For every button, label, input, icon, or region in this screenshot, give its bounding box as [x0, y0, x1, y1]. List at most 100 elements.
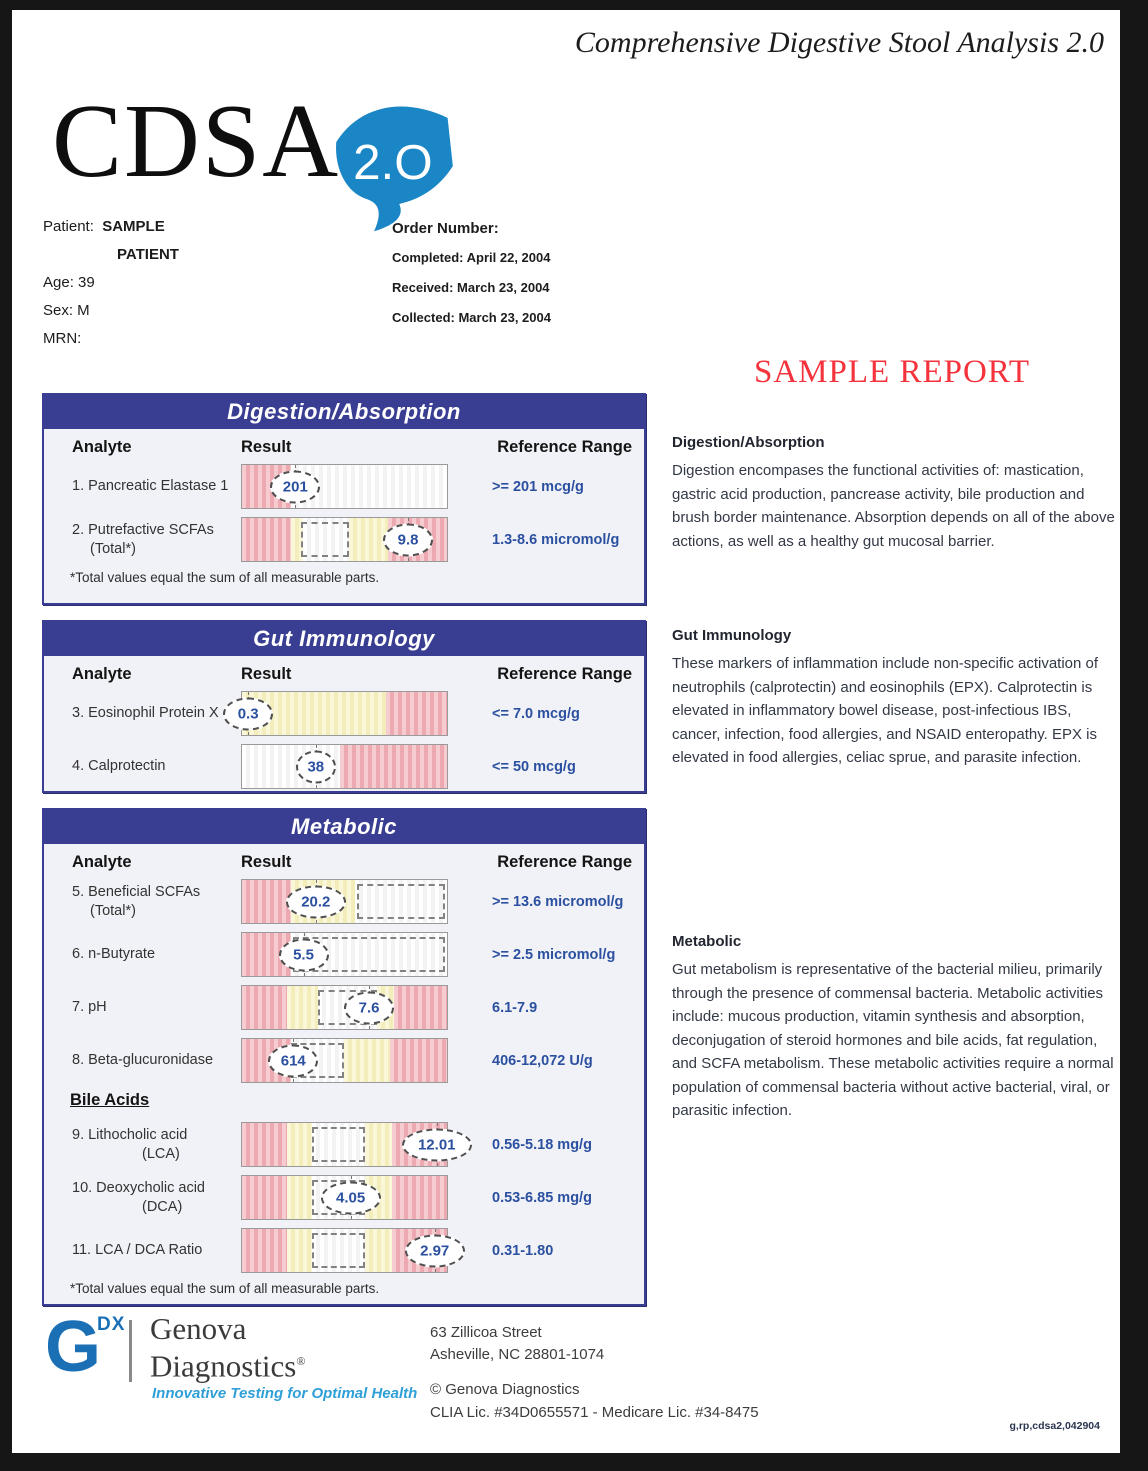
report-title: Comprehensive Digestive Stool Analysis 2…	[574, 26, 1104, 59]
analyte-name: 4. Calprotectin	[72, 758, 166, 774]
analyte-row: 7. pH 7.6 6.1-7.9	[44, 985, 644, 1030]
reference-range-value: 0.53-6.85 mg/g	[492, 1189, 592, 1206]
analyte-row: 8. Beta-glucuronidase 614 406-12,072 U/g	[44, 1038, 644, 1083]
yellow-zone	[348, 518, 388, 561]
analyte-name: 8. Beta-glucuronidase	[72, 1052, 214, 1068]
analyte-name: 5. Beneficial SCFAs	[72, 883, 201, 900]
analyte-name: 11. LCA / DCA Ratio	[72, 1242, 203, 1258]
yellow-zone	[364, 1229, 392, 1272]
column-reference-range: Reference Range	[497, 665, 632, 683]
result-value-marker: 201	[270, 470, 321, 503]
analyte-label: 5. Beneficial SCFAs (Total*)	[44, 883, 241, 921]
analyte-name: 9. Lithocholic acid	[72, 1126, 188, 1143]
panel-title: Gut Immunology	[44, 622, 644, 656]
analyte-name: 3. Eosinophil Protein X	[72, 705, 219, 721]
red-zone	[242, 1123, 288, 1166]
patient-info: Patient: SAMPLE PATIENT Age: 39 Sex: M M…	[43, 218, 179, 358]
copyright-line: © Genova Diagnostics	[430, 1381, 580, 1398]
cdsa-2-0-badge-icon: 2.O	[336, 106, 453, 232]
reference-range-value: 0.31-1.80	[492, 1242, 554, 1259]
yellow-zone	[291, 518, 304, 561]
result-bar-cell: 20.2	[241, 879, 448, 924]
analyte-row: 6. n-Butyrate 5.5 >= 2.5 micromol/g	[44, 932, 644, 977]
registered-mark: ®	[296, 1354, 306, 1368]
analyte-name: 7. pH	[72, 999, 107, 1015]
badge-version-text: 2.O	[353, 135, 433, 190]
red-zone	[389, 1039, 447, 1082]
panel-footnote: *Total values equal the sum of all measu…	[70, 1281, 380, 1296]
patient-mrn: MRN:	[43, 330, 82, 347]
panel-footnote: *Total values equal the sum of all measu…	[70, 570, 380, 585]
analyte-label: 11. LCA / DCA Ratio	[44, 1241, 241, 1260]
reference-range-value: 6.1-7.9	[492, 999, 538, 1016]
patient-name-2: PATIENT	[117, 246, 179, 263]
red-zone	[242, 518, 292, 561]
analyte-name: 2. Putrefactive SCFAs	[72, 521, 214, 538]
red-zone	[340, 745, 447, 788]
analyte-label: 8. Beta-glucuronidase	[44, 1051, 241, 1070]
genova-diagnostics-name: Genova Diagnostics®	[150, 1313, 306, 1382]
normal-range-box	[311, 1233, 365, 1268]
result-value-marker: 20.2	[285, 885, 346, 918]
analyte-label: 1. Pancreatic Elastase 1	[44, 477, 241, 496]
analyte-row: 2. Putrefactive SCFAs (Total*) 9.8 1.3-8.6 …	[44, 517, 644, 562]
red-zone	[242, 1229, 288, 1272]
result-range-bar: 12.01	[241, 1122, 472, 1167]
analyte-subname: (LCA)	[142, 1145, 180, 1162]
result-value-marker: 9.8	[383, 523, 434, 556]
result-value-marker: 0.3	[223, 697, 274, 730]
analyte-label: 2. Putrefactive SCFAs (Total*)	[44, 521, 241, 559]
analyte-row: 1. Pancreatic Elastase 1 201 >= 201 mcg/g	[44, 464, 644, 509]
analyte-label: 7. pH	[44, 998, 241, 1017]
gdx-logo-dx: DX	[97, 1314, 126, 1335]
result-value-marker: 4.05	[320, 1181, 381, 1214]
genova-tagline: Innovative Testing for Optimal Health	[152, 1385, 418, 1402]
red-zone	[393, 986, 447, 1029]
order-info: Order Number: Completed: April 22, 2004 …	[392, 220, 551, 340]
reference-range-value: <= 7.0 mcg/g	[492, 705, 580, 722]
order-collected: Collected: March 23, 2004	[392, 310, 551, 325]
red-zone	[242, 1176, 288, 1219]
panel-metabolic: Metabolic Analyte Result Reference Range…	[42, 808, 646, 1306]
result-range-bar: 20.2	[241, 879, 448, 924]
white-zone	[311, 1229, 365, 1272]
result-value-marker: 2.97	[404, 1234, 465, 1267]
reference-range-value: <= 50 mcg/g	[492, 758, 576, 775]
panel-rows: 5. Beneficial SCFAs (Total*) 20.2 >= 13.6 m…	[44, 879, 644, 1296]
analyte-subname: (Total*)	[90, 902, 136, 919]
patient-label: Patient:	[43, 218, 94, 235]
logo-divider	[129, 1320, 132, 1382]
reference-range-value: >= 13.6 micromol/g	[492, 893, 624, 910]
white-zone	[311, 1123, 365, 1166]
result-range-bar: 2.97	[241, 1228, 465, 1273]
column-result: Result	[241, 853, 292, 871]
order-received: Received: March 23, 2004	[392, 280, 550, 295]
result-range-bar: 614	[241, 1038, 448, 1083]
panel-digestion-absorption: Digestion/Absorption Analyte Result Refe…	[42, 393, 646, 605]
yellow-zone	[287, 1123, 312, 1166]
column-analyte: Analyte	[72, 438, 132, 456]
result-range-bar: 9.8	[241, 517, 448, 562]
description-heading: Gut Immunology	[672, 627, 792, 644]
reference-range-value: 406-12,072 U/g	[492, 1052, 593, 1069]
address-street: 63 Zillicoa Street	[430, 1324, 542, 1341]
column-analyte: Analyte	[72, 853, 132, 871]
reference-range-value: >= 2.5 micromol/g	[492, 946, 616, 963]
analyte-row: 10. Deoxycholic acid (DCA) 4.05 0.53-6.85 m…	[44, 1175, 644, 1220]
result-range-bar: 38	[241, 744, 448, 789]
analyte-label: 3. Eosinophil Protein X	[44, 704, 241, 723]
yellow-zone	[287, 986, 318, 1029]
description-gut-immunology: Gut Immunology These markers of inflamma…	[672, 627, 1116, 770]
panel-gut-immunology: Gut Immunology Analyte Result Reference …	[42, 620, 646, 793]
column-headers: Analyte Result Reference Range	[44, 429, 644, 464]
description-digestion-absorption: Digestion/Absorption Digestion encompase…	[672, 434, 1116, 553]
analyte-label: 4. Calprotectin	[44, 757, 241, 776]
cdsa-logo-text: CDSA	[52, 82, 341, 199]
column-reference-range: Reference Range	[497, 438, 632, 456]
patient-age: Age: 39	[43, 274, 95, 291]
column-result: Result	[241, 665, 292, 683]
result-bar-cell: 7.6	[241, 985, 448, 1030]
patient-name-1: SAMPLE	[102, 218, 165, 235]
column-headers: Analyte Result Reference Range	[44, 656, 644, 691]
description-body: Gut metabolism is representative of the …	[672, 961, 1114, 1119]
